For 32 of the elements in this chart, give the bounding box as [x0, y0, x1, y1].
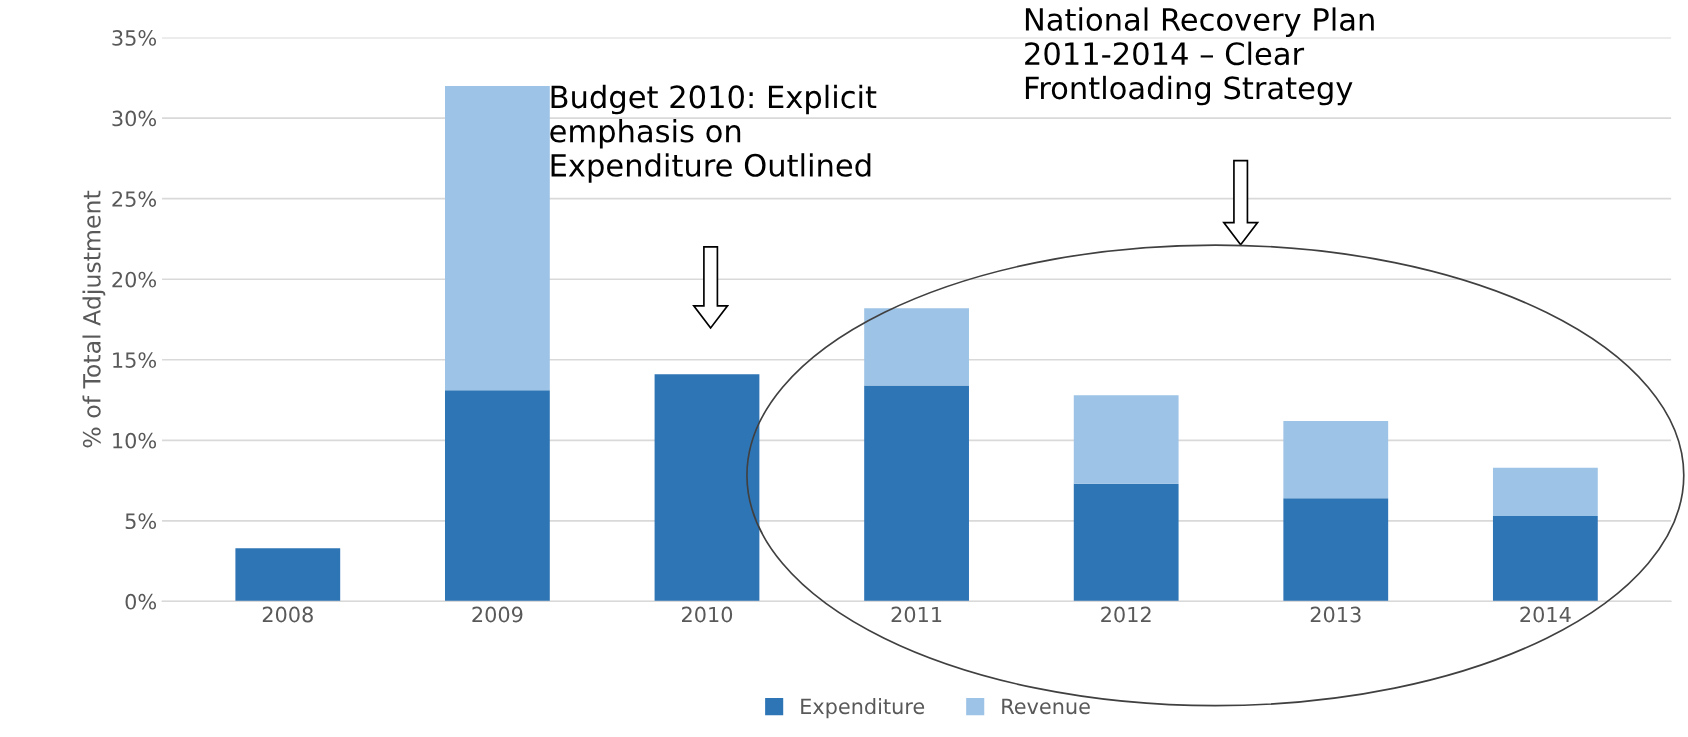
legend-label: Expenditure [801, 698, 925, 719]
y-tick-label: 30% [112, 110, 157, 127]
x-tick-label: 2011 [891, 606, 942, 623]
bar [1073, 395, 1179, 484]
bar [1492, 467, 1598, 517]
bar [654, 374, 760, 602]
y-tick-label: 10% [113, 432, 157, 449]
bar [864, 385, 969, 602]
x-tick-label: 2010 [682, 606, 733, 623]
annotation: Budget 2010: Explicit emphasis on Expenditure Outlined [550, 84, 877, 183]
bar [1283, 420, 1389, 499]
bar [1283, 498, 1389, 602]
y-tick-label: 35% [112, 30, 157, 46]
y-tick-label: 20% [112, 271, 157, 288]
y-tick-label: 0% [125, 593, 157, 610]
y-tick-label: 25% [112, 191, 157, 207]
bar [235, 548, 341, 602]
x-tick-label: 2008 [262, 606, 313, 623]
bar [1492, 516, 1598, 602]
y-axis-title: % of Total Adjustment [82, 190, 106, 448]
x-tick-label: 2013 [1310, 606, 1361, 623]
legend-label: Revenue [1002, 698, 1090, 715]
y-tick-label: 15% [113, 352, 157, 368]
y-tick-label: 5% [125, 513, 157, 530]
bar [445, 85, 550, 391]
bar [445, 390, 550, 602]
x-tick-label: 2014 [1520, 606, 1571, 623]
x-tick-label: 2012 [1101, 606, 1151, 623]
bar [864, 308, 969, 386]
x-tick-label: 2009 [472, 606, 523, 623]
bar [1073, 483, 1179, 602]
annotation: National Recovery Plan 2011-2014 – Clear Frontloading Strategy [1025, 7, 1374, 106]
